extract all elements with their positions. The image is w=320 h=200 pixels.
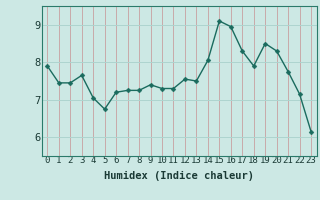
X-axis label: Humidex (Indice chaleur): Humidex (Indice chaleur) xyxy=(104,171,254,181)
